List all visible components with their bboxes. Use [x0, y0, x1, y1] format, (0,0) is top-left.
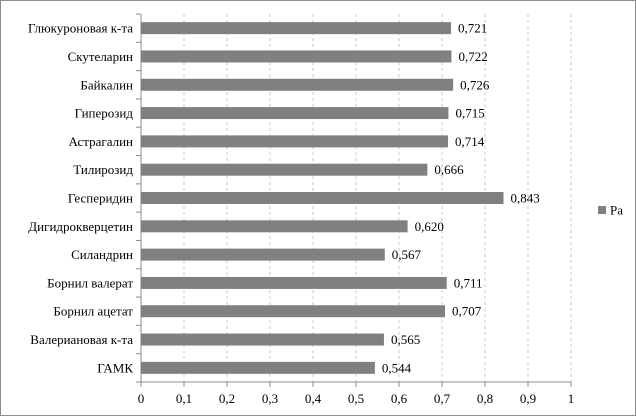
category-label: Дигидрокверцетин [28, 219, 133, 234]
legend-label: Pa [610, 203, 623, 218]
x-tick-label: 0,5 [348, 391, 364, 406]
data-label: 0,707 [452, 304, 482, 319]
data-label: 0,567 [392, 247, 422, 262]
x-tick-label: 0,4 [305, 391, 322, 406]
x-tick-label: 0,3 [262, 391, 278, 406]
category-label: Тилирозид [73, 162, 133, 177]
x-tick-label: 0 [138, 391, 145, 406]
bar [141, 135, 449, 148]
x-tick-label: 0,6 [391, 391, 408, 406]
bar [141, 107, 449, 120]
category-label: Астрагалин [68, 134, 133, 149]
bar [141, 276, 447, 289]
bar [141, 333, 384, 346]
category-label: Борнил валерат [47, 275, 133, 290]
bar [141, 50, 452, 63]
x-tick-label: 0,9 [520, 391, 536, 406]
legend-swatch [598, 206, 606, 214]
category-label: Гиперозид [75, 106, 134, 121]
bar [141, 361, 375, 374]
bar [141, 163, 428, 176]
data-label: 0,544 [382, 360, 412, 375]
x-tick-label: 0,2 [219, 391, 235, 406]
data-label: 0,721 [458, 21, 487, 36]
category-label: ГАМК [97, 360, 133, 375]
data-label: 0,843 [510, 191, 539, 206]
category-label: Борнил ацетат [53, 304, 133, 319]
x-tick-label: 0,1 [176, 391, 192, 406]
category-label: Глюкуроновая к-та [28, 21, 133, 36]
data-label: 0,666 [434, 162, 464, 177]
data-label: 0,565 [391, 332, 420, 347]
category-label: Скутеларин [68, 49, 133, 64]
x-tick-label: 1 [568, 391, 575, 406]
bar [141, 220, 408, 233]
category-label: Байкалин [80, 77, 133, 92]
bar [141, 192, 504, 204]
data-label: 0,722 [458, 49, 487, 64]
category-label: Гесперидин [68, 191, 133, 206]
bar [141, 305, 446, 318]
data-label: 0,714 [455, 134, 485, 149]
bar [141, 78, 454, 91]
x-tick-label: 0,7 [434, 391, 451, 406]
data-label: 0,620 [415, 219, 444, 234]
category-label: Валериановая к-та [30, 332, 133, 347]
category-label: Силандрин [71, 247, 133, 262]
bar [141, 248, 385, 261]
data-label: 0,715 [455, 106, 484, 121]
x-tick-label: 0,8 [477, 391, 493, 406]
bar [141, 22, 452, 35]
data-label: 0,726 [460, 77, 490, 92]
data-label: 0,711 [454, 275, 483, 290]
